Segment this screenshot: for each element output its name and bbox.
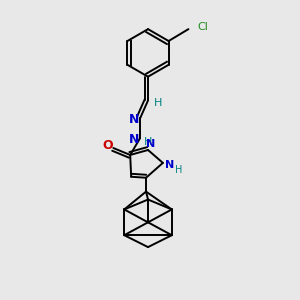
- Text: N: N: [146, 139, 156, 149]
- Text: H: H: [144, 137, 152, 147]
- Text: H: H: [154, 98, 162, 108]
- Text: N: N: [129, 113, 139, 126]
- Text: H: H: [175, 165, 182, 175]
- Text: N: N: [129, 133, 139, 146]
- Text: N: N: [165, 160, 174, 170]
- Text: O: O: [102, 139, 113, 152]
- Text: Cl: Cl: [197, 22, 208, 32]
